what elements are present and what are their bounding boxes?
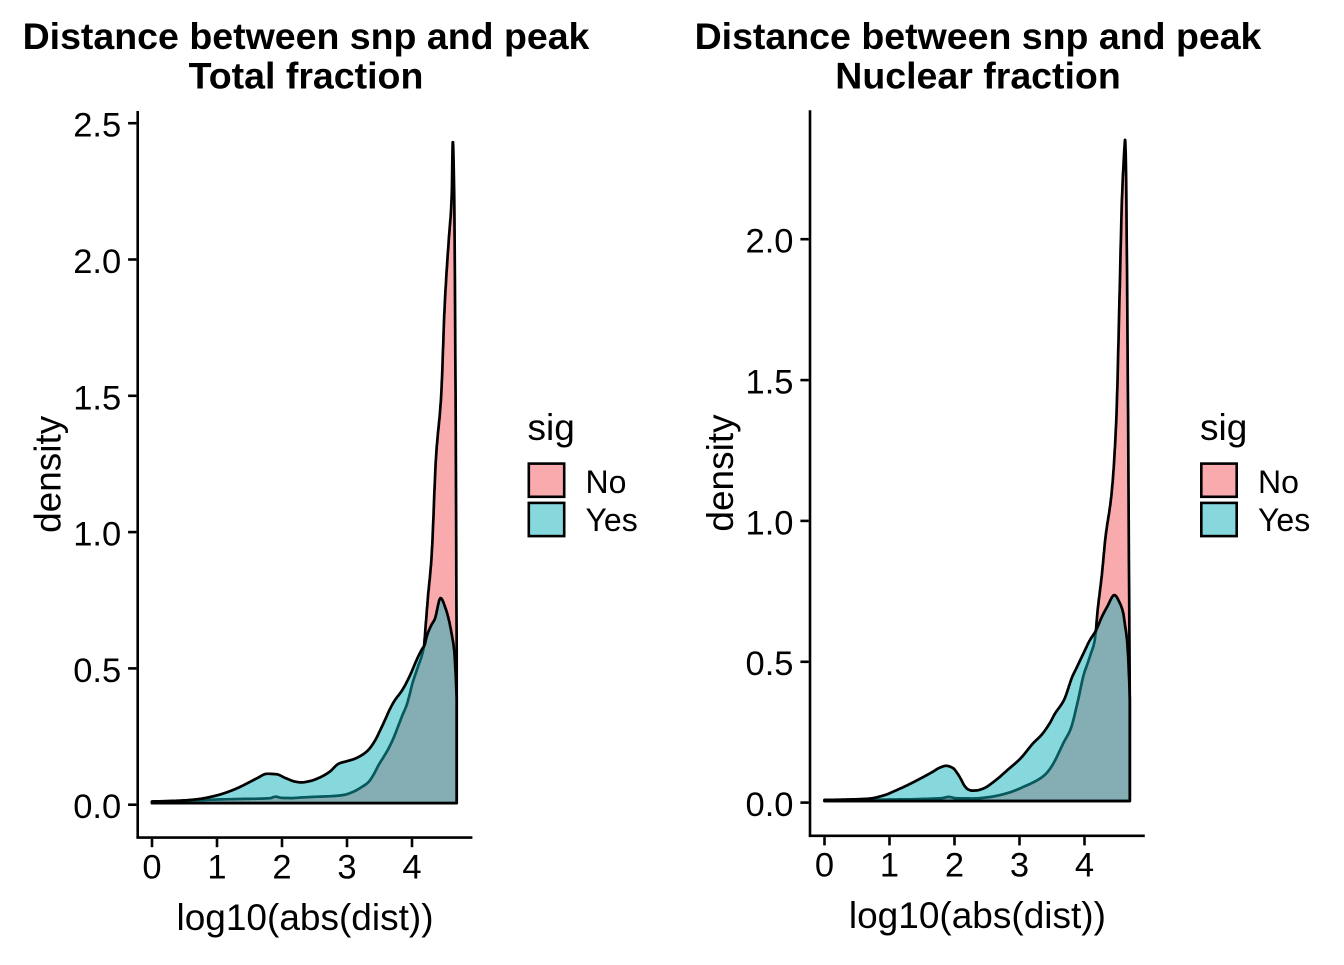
svg-text:4: 4	[1075, 847, 1094, 885]
svg-text:2.0: 2.0	[746, 223, 794, 261]
svg-text:log10(abs(dist)): log10(abs(dist))	[176, 897, 433, 938]
svg-text:0.0: 0.0	[746, 786, 794, 824]
svg-text:1: 1	[880, 847, 899, 885]
svg-text:Yes: Yes	[586, 502, 638, 538]
svg-text:2.5: 2.5	[73, 107, 121, 145]
svg-text:1.5: 1.5	[73, 379, 121, 417]
svg-text:2: 2	[945, 847, 964, 885]
svg-text:No: No	[1258, 464, 1299, 500]
svg-text:3: 3	[337, 848, 356, 886]
svg-text:2.0: 2.0	[73, 243, 121, 281]
svg-text:density: density	[28, 415, 69, 533]
svg-text:density: density	[700, 414, 741, 532]
svg-text:log10(abs(dist)): log10(abs(dist))	[849, 895, 1106, 936]
svg-text:1.0: 1.0	[73, 516, 121, 554]
svg-text:Nuclear fraction: Nuclear fraction	[835, 55, 1121, 97]
svg-text:0.5: 0.5	[73, 652, 121, 690]
svg-text:0.5: 0.5	[746, 645, 794, 683]
svg-text:sig: sig	[528, 407, 575, 448]
svg-text:4: 4	[402, 848, 421, 886]
svg-text:Total fraction: Total fraction	[189, 55, 424, 97]
svg-text:Yes: Yes	[1258, 502, 1310, 538]
svg-text:Distance between snp and peak: Distance between snp and peak	[23, 15, 590, 57]
svg-text:1: 1	[207, 848, 226, 886]
svg-text:1.5: 1.5	[746, 364, 794, 402]
svg-text:sig: sig	[1200, 407, 1247, 448]
svg-text:0: 0	[815, 847, 834, 885]
svg-text:1.0: 1.0	[746, 504, 794, 542]
svg-text:3: 3	[1010, 847, 1029, 885]
svg-text:Distance between snp and peak: Distance between snp and peak	[695, 15, 1262, 57]
svg-text:2: 2	[272, 848, 291, 886]
svg-text:0.0: 0.0	[73, 788, 121, 826]
svg-text:0: 0	[142, 848, 161, 886]
svg-text:No: No	[586, 464, 627, 500]
